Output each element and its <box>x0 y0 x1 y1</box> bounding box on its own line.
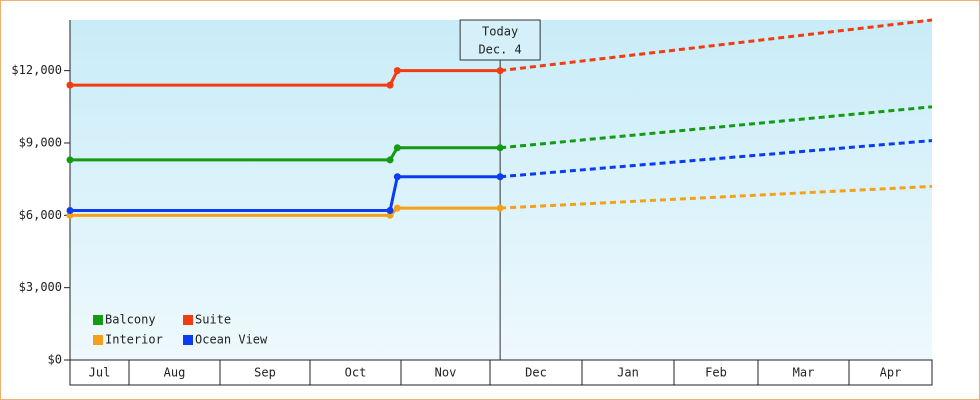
point <box>393 173 401 181</box>
today-box <box>459 19 541 61</box>
point <box>66 81 74 89</box>
legend-swatch <box>93 335 103 345</box>
point <box>66 156 74 164</box>
point <box>393 204 401 212</box>
point <box>496 144 504 152</box>
y-tick-label: $9,000 <box>19 135 62 149</box>
forecast-line <box>500 184 933 210</box>
legend-swatch <box>183 335 193 345</box>
legend-swatch <box>183 315 193 325</box>
forecast-line <box>499 18 933 73</box>
x-tick-label: Dec <box>525 366 547 380</box>
forecast-line <box>499 105 933 150</box>
y-tick-label: $0 <box>48 353 62 367</box>
point <box>386 206 394 214</box>
x-tick-label: Jan <box>617 366 639 380</box>
plot-area <box>70 20 932 360</box>
point <box>496 67 504 75</box>
point <box>393 144 401 152</box>
legend-label: Interior <box>105 333 163 347</box>
x-tick-label: Jul <box>89 366 111 380</box>
point <box>496 173 504 181</box>
x-tick-label: Sep <box>254 366 276 380</box>
x-tick-label: Feb <box>705 366 727 380</box>
legend-label: Suite <box>195 313 231 327</box>
series-line <box>70 175 501 212</box>
forecast-line <box>499 139 933 179</box>
x-tick-label: Oct <box>345 366 367 380</box>
x-tick-label: Mar <box>793 366 815 380</box>
series-line <box>70 146 501 162</box>
point <box>496 204 504 212</box>
series-line <box>70 69 501 87</box>
point <box>386 81 394 89</box>
today-label: Dec. 4 <box>478 43 521 57</box>
legend-label: Balcony <box>105 313 156 327</box>
y-tick-label: $3,000 <box>19 280 62 294</box>
y-tick-label: $12,000 <box>11 63 62 77</box>
legend-swatch <box>93 315 103 325</box>
y-tick-label: $6,000 <box>19 208 62 222</box>
today-label: Today <box>482 25 518 39</box>
point <box>66 206 74 214</box>
x-axis-band <box>69 359 933 386</box>
x-tick-label: Aug <box>164 366 186 380</box>
point <box>66 211 74 219</box>
x-tick-label: Apr <box>880 366 902 380</box>
x-tick-label: Nov <box>435 366 457 380</box>
legend-label: Ocean View <box>195 333 268 347</box>
series-line <box>70 206 501 217</box>
point <box>386 211 394 219</box>
point <box>393 67 401 75</box>
point <box>386 156 394 164</box>
